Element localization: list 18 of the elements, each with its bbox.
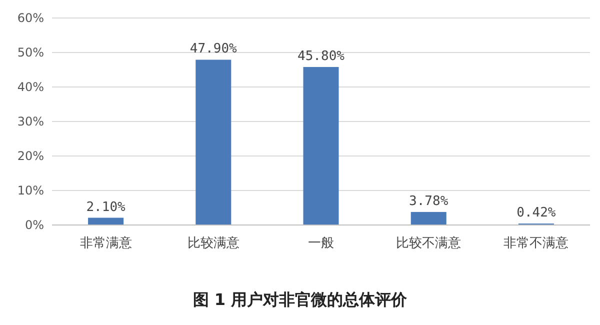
ytick-label: 20% [17,149,44,163]
ytick-label: 30% [17,114,44,128]
category-label: 比较不满意 [396,236,462,251]
category-label: 非常满意 [80,236,132,251]
ytick-label: 50% [17,46,44,60]
category-label: 一般 [308,236,334,251]
data-label: 3.78% [409,194,448,209]
ytick-label: 40% [17,80,44,94]
ytick-label: 10% [17,184,44,198]
ytick-label: 0% [24,218,44,232]
data-label: 47.90% [190,42,237,57]
data-label: 2.10% [86,200,126,215]
category-label: 比较满意 [187,236,240,251]
data-label: 45.80% [298,49,344,64]
title: 图 1 用户对非官微的总体评价 [192,290,408,309]
data-label: 0.42% [516,206,556,221]
ytick-label: 60% [17,11,44,25]
category-label: 非常不满意 [504,236,569,251]
